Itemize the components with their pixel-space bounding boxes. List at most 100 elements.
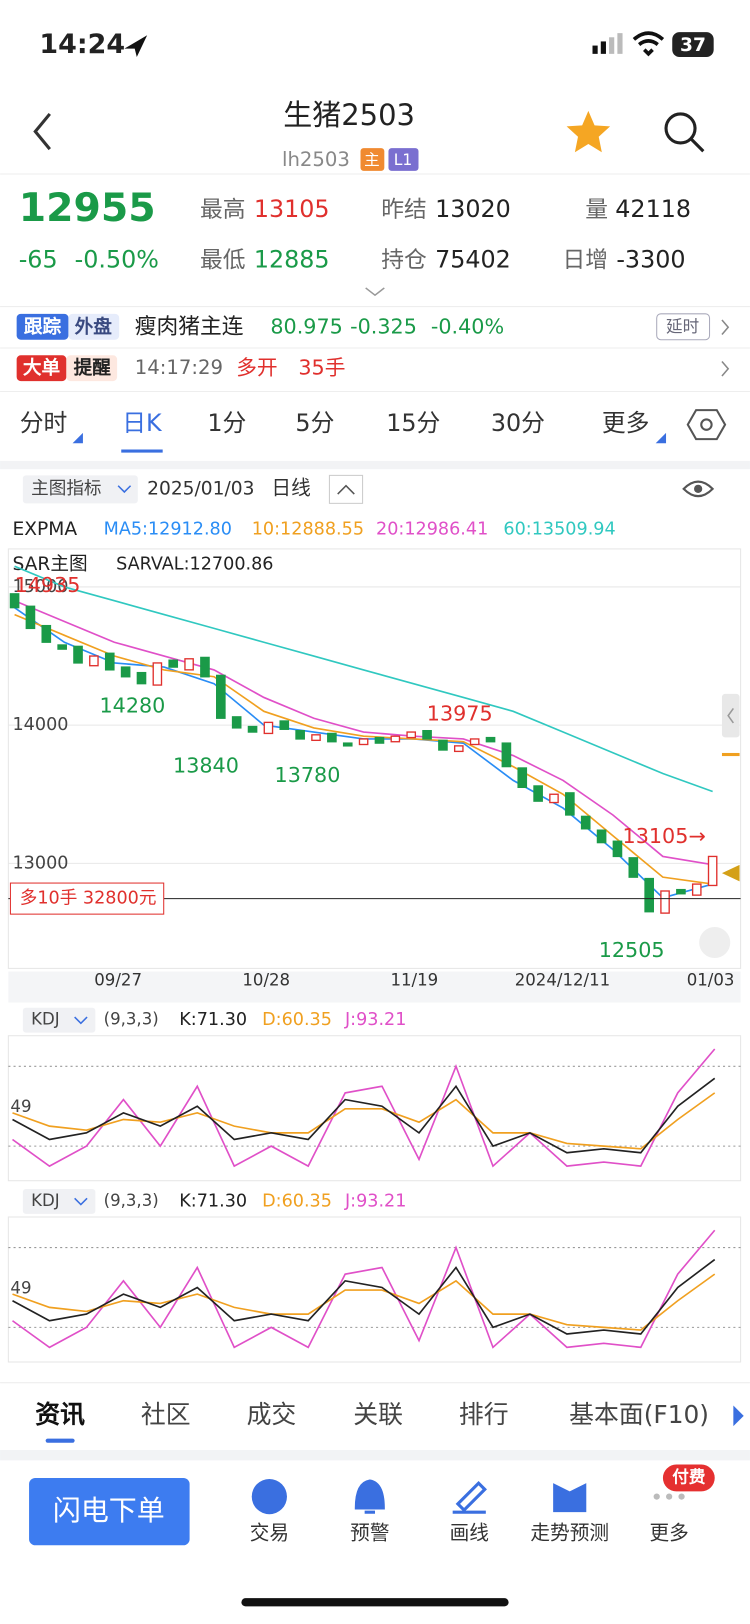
order-button[interactable] [29,1477,190,1546]
menu-text: 主图指标 [31,479,101,499]
price-annotation: 13975 [427,702,493,726]
kdj-k: K:71.30 [179,1010,247,1030]
alert-time: 14:17:29 [135,356,223,379]
chevron[interactable] [721,360,730,377]
badge-level [388,148,419,171]
ma-line [14,599,713,866]
x-tick-label: 2024/12/11 [515,970,610,989]
badge-text: 外盘 [75,316,113,338]
bottom-tab[interactable]: 资讯 [35,1400,85,1429]
ma-line [14,613,713,885]
candle [453,745,464,753]
kdj-j: J:93.21 [344,1010,406,1030]
kdj-menu[interactable] [22,1007,96,1033]
tab-underline [45,1438,75,1443]
tab[interactable]: 日K [122,409,163,437]
quote-label: 日增 [562,248,608,274]
favorite-star[interactable] [566,110,611,153]
price-annotation: 14280 [100,693,166,717]
tab[interactable]: 更多 [602,409,650,437]
candle [311,734,321,742]
indicator-menu[interactable] [22,475,138,504]
bottom-tab[interactable]: 关联 [353,1400,403,1429]
nav-label: 更多 [649,1521,688,1544]
badge [16,313,69,340]
tab[interactable]: 1分 [207,409,246,437]
bottom-tab[interactable]: 社区 [141,1400,191,1429]
draw-icon[interactable] [452,1480,487,1514]
price-annotation: 12505 [599,938,665,962]
date: 2025/01/03 [147,478,254,499]
candle [390,735,401,743]
candle [73,645,83,664]
more-tabs-arrow[interactable] [733,1405,744,1427]
search-button[interactable] [664,112,705,153]
collapse-button[interactable] [328,474,364,504]
kdj-line [12,1077,716,1154]
battery-level: 37 [680,35,706,56]
quote-value: 75402 [435,246,511,274]
kdj-frame [7,1216,742,1363]
trade-icon[interactable] [251,1479,287,1515]
candle [565,792,575,816]
bottom-tab[interactable]: 基本面(F10) [569,1400,709,1429]
up-arrow [337,484,355,495]
kdj-params: (9,3,3) [104,1010,159,1029]
eye-button[interactable] [682,480,715,498]
candle [25,605,36,630]
alert-size: 35手 [298,356,345,380]
settings-dot [700,418,713,431]
tab[interactable]: 30分 [491,409,545,437]
tab[interactable]: 15分 [386,409,440,437]
badge-main [360,148,385,171]
legend-entry: 60:13509.94 [503,519,615,539]
candle [231,716,242,729]
quote-label: 持仓 [381,248,427,274]
x-tick-label: 10/28 [242,970,290,989]
kdj-j: J:93.21 [344,1191,406,1211]
delay-box [656,313,711,341]
settings-button[interactable] [686,409,727,441]
back-button[interactable] [33,112,51,151]
badge-text: L1 [394,151,413,169]
price-pointer [721,864,740,882]
kdj-name: KDJ [31,1010,59,1029]
forecast-icon[interactable] [553,1483,587,1513]
paid-badge [662,1464,715,1492]
bottom-tab[interactable]: 成交 [247,1400,297,1429]
candle [327,732,337,743]
candle [41,624,52,643]
side-tab[interactable] [721,693,740,738]
chevron[interactable] [721,319,730,336]
kdj-line [12,1092,716,1150]
tab[interactable]: 分时 [20,409,68,437]
candle [469,738,480,746]
delay: 延时 [666,317,699,336]
y-tick-label: 49 [10,1097,31,1116]
candle [358,738,369,746]
code: lh2503 [282,148,350,171]
candle [422,729,432,740]
quote-label: 量 [585,197,608,223]
x-tick-label: 09/27 [94,970,142,989]
price-annotation: 13105→ [623,824,706,848]
quote-value: 13020 [435,195,511,223]
position-box [9,882,165,915]
expand-arrow[interactable] [365,287,385,297]
signal-icon [592,33,623,54]
ticker-pct: -0.40% [431,314,504,338]
badge-text: 主 [364,151,380,169]
candle [184,658,194,671]
bottom-tab[interactable]: 排行 [459,1400,509,1429]
kdj-menu[interactable] [22,1189,96,1214]
kdj-d: D:60.35 [262,1191,332,1211]
tab[interactable]: 5分 [295,409,334,437]
badge-text: 大单 [23,357,61,379]
fullscreen-button[interactable] [699,926,731,959]
candle [279,720,290,730]
ticker-change: -0.325 [350,314,417,338]
alert-icon[interactable] [354,1479,385,1514]
candle [168,659,179,668]
more-icon[interactable] [653,1493,685,1500]
